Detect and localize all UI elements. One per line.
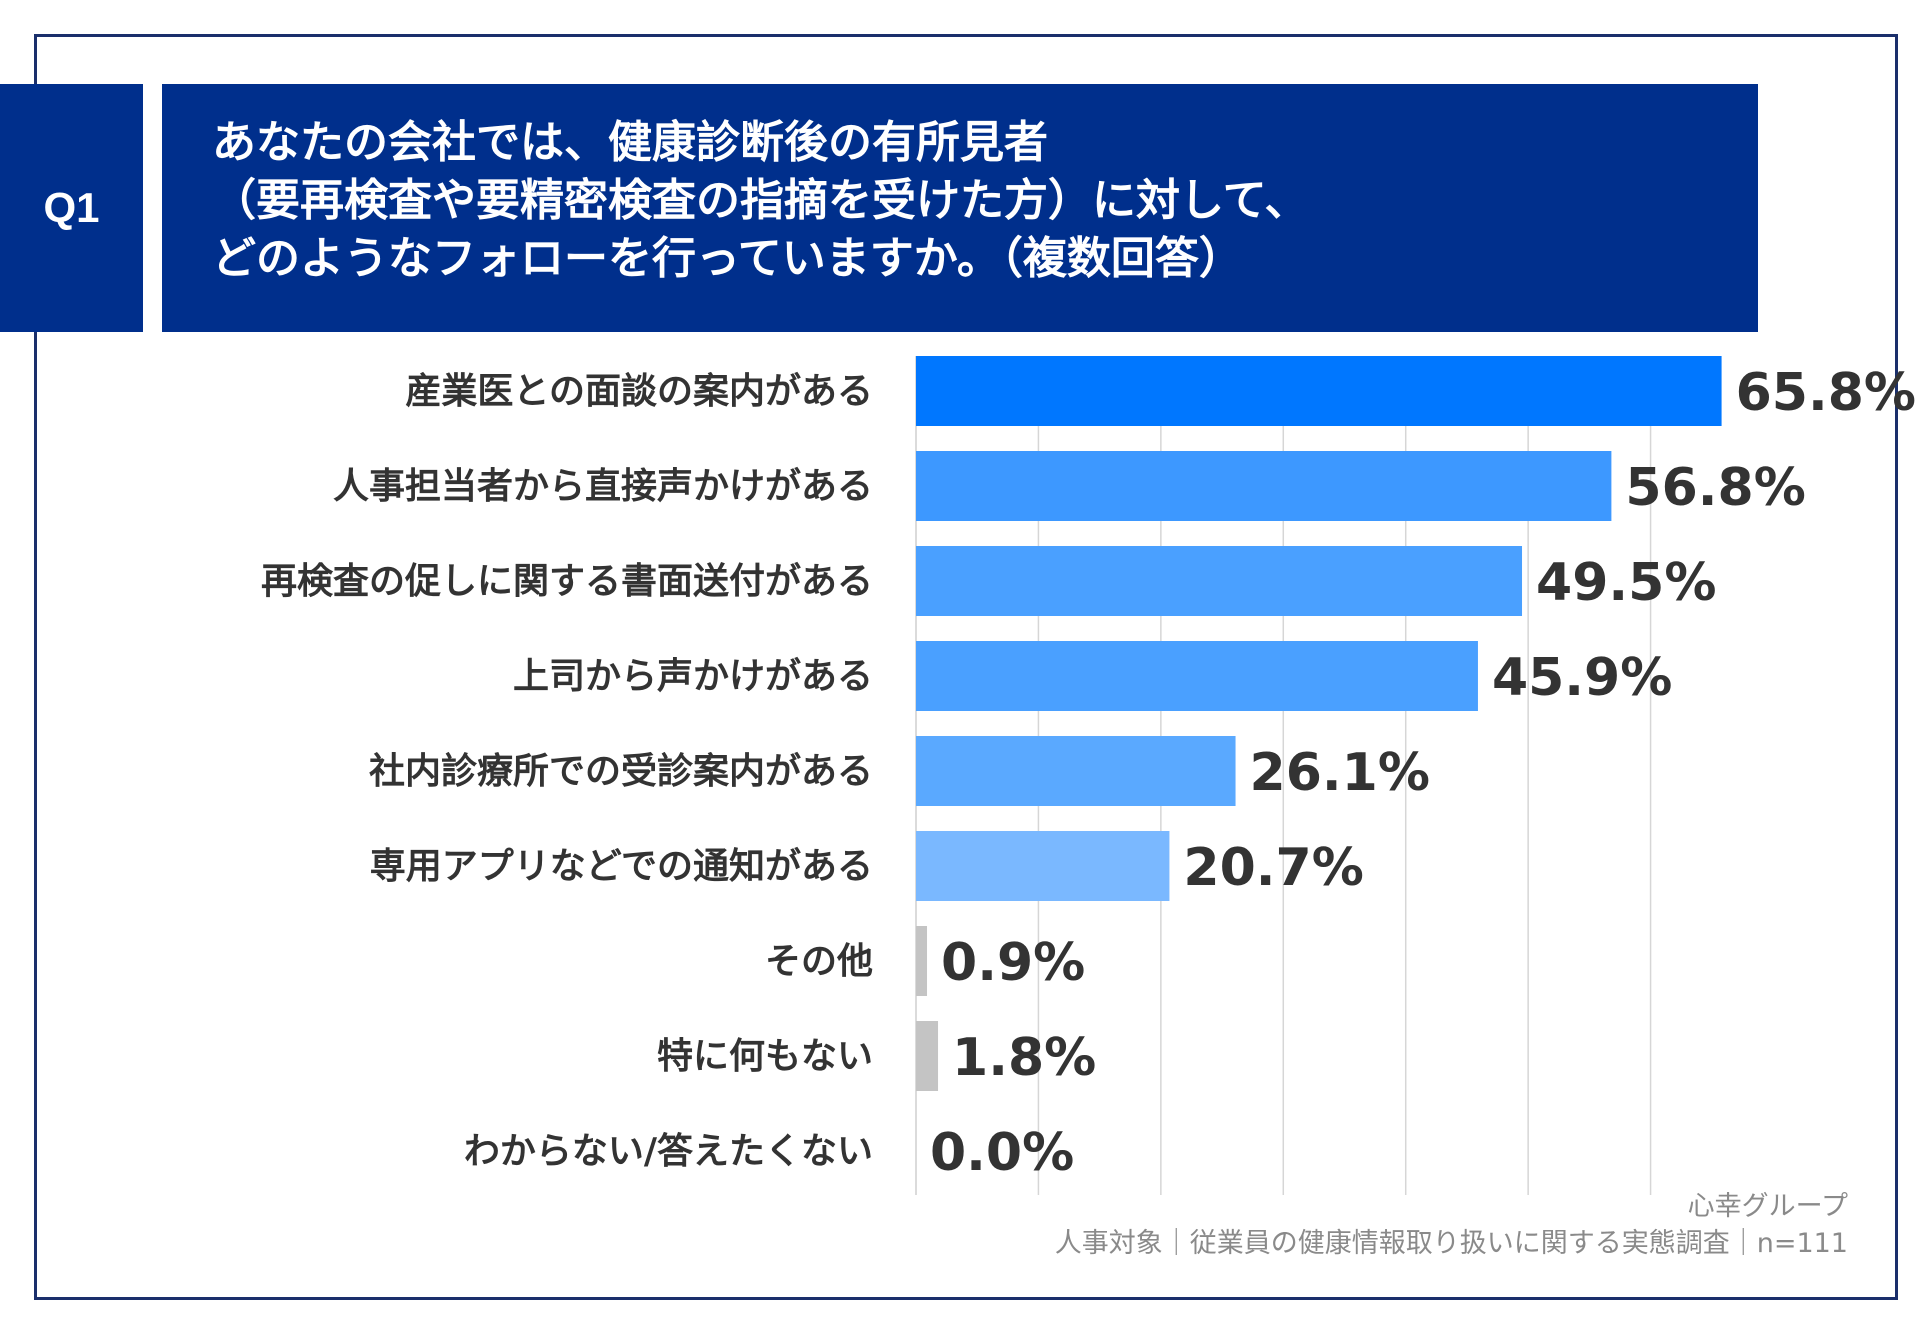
category-label: 産業医との面談の案内がある bbox=[405, 371, 873, 412]
category-label: わからない/答えたくない bbox=[464, 1131, 873, 1172]
bar bbox=[916, 831, 1170, 901]
chart-frame bbox=[34, 34, 1898, 1300]
value-label: 0.0% bbox=[930, 1123, 1074, 1183]
category-label: 上司から声かけがある bbox=[513, 656, 873, 697]
category-label: 社内診療所での受診案内がある bbox=[369, 751, 873, 792]
category-label: 再検査の促しに関する書面送付がある bbox=[261, 561, 873, 602]
category-label: 特に何もない bbox=[657, 1036, 873, 1077]
question-header: あなたの会社では、健康診断後の有所見者 （要再検査や要精密検査の指摘を受けた方）… bbox=[162, 84, 1758, 332]
question-line-3: どのようなフォローを行っていますか。（複数回答） bbox=[212, 233, 1243, 284]
category-label: その他 bbox=[765, 941, 873, 982]
bar bbox=[916, 641, 1478, 711]
value-label: 20.7% bbox=[1183, 838, 1363, 898]
question-line-2: （要再検査や要精密検査の指摘を受けた方）に対して、 bbox=[212, 175, 1309, 226]
value-label: 0.9% bbox=[941, 933, 1085, 993]
bar bbox=[916, 546, 1523, 616]
value-label: 56.8% bbox=[1625, 458, 1805, 518]
value-label: 1.8% bbox=[952, 1028, 1096, 1088]
bar bbox=[916, 1021, 939, 1091]
value-label: 65.8% bbox=[1736, 363, 1916, 423]
bar bbox=[916, 926, 928, 996]
value-label: 26.1% bbox=[1250, 743, 1430, 803]
question-number-badge: Q1 bbox=[0, 84, 143, 332]
question-line-1: あなたの会社では、健康診断後の有所見者 bbox=[212, 117, 1048, 168]
bar bbox=[916, 356, 1722, 426]
value-label: 49.5% bbox=[1536, 553, 1716, 613]
source-note: 心幸グループ 人事対象｜従業員の健康情報取り扱いに関する実態調査｜n=111 bbox=[1055, 1188, 1848, 1262]
question-number: Q1 bbox=[43, 184, 100, 231]
value-label: 45.9% bbox=[1492, 648, 1672, 708]
category-label: 専用アプリなどでの通知がある bbox=[370, 846, 873, 887]
bar bbox=[916, 736, 1236, 806]
bar bbox=[916, 451, 1612, 521]
source-organization: 心幸グループ bbox=[1687, 1191, 1848, 1222]
source-survey-info: 人事対象｜従業員の健康情報取り扱いに関する実態調査｜n=111 bbox=[1054, 1228, 1848, 1259]
category-label: 人事担当者から直接声かけがある bbox=[333, 466, 873, 507]
